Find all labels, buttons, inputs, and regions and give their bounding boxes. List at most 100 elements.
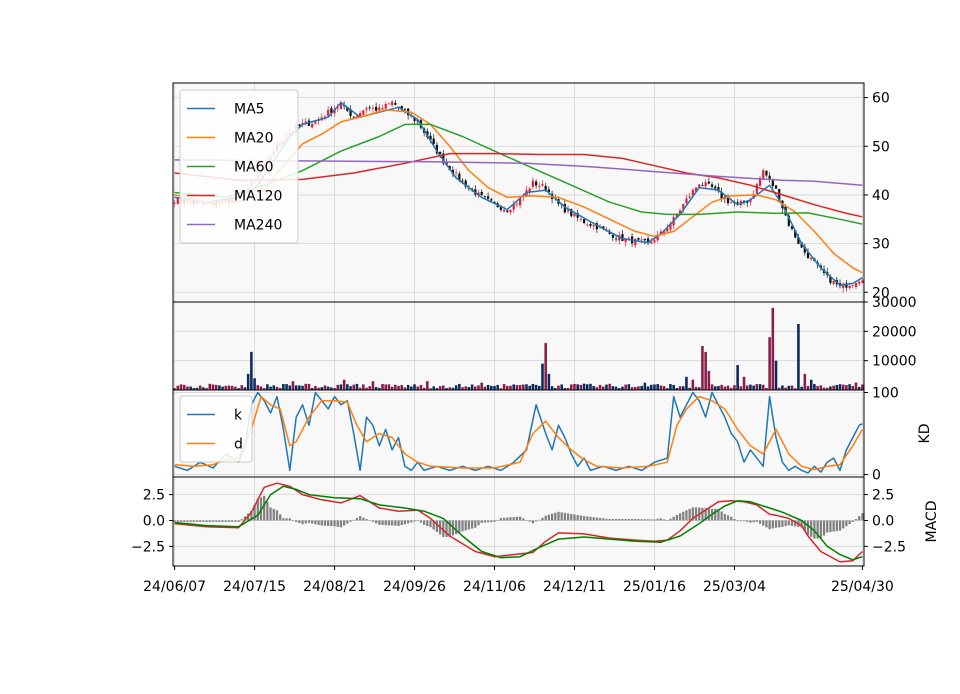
macd-histogram-bar <box>211 520 215 522</box>
volume-bar <box>534 384 538 390</box>
candle-body <box>726 197 730 204</box>
macd-histogram-bar <box>662 519 666 521</box>
volume-bar <box>736 365 739 390</box>
macd-histogram-bar <box>646 519 650 521</box>
candle-body <box>570 209 573 217</box>
kd-ytick-label-1: 100 <box>872 385 899 401</box>
volume-bar <box>394 384 397 390</box>
volume-bar <box>781 385 784 390</box>
volume-bar <box>614 386 618 390</box>
volume-bar <box>560 384 563 390</box>
volume-bar <box>742 376 746 390</box>
macd-histogram-bar <box>410 520 413 523</box>
volume-bar <box>400 385 404 390</box>
candle-body <box>640 239 643 241</box>
macd-histogram-bar <box>848 520 851 525</box>
price-legend-label-ma120: MA120 <box>234 189 282 205</box>
macd-histogram-bar <box>263 495 266 521</box>
candle-body <box>768 175 771 179</box>
macd-histogram-bar <box>480 520 483 523</box>
macd-histogram-bar <box>653 519 656 521</box>
macd-histogram-bar <box>432 520 435 530</box>
candle-body <box>502 209 506 212</box>
x-tick-label-6: 25/01/16 <box>623 579 686 595</box>
candle-body <box>359 112 362 117</box>
volume-bar <box>717 385 720 390</box>
macd-histogram-bar <box>394 520 397 526</box>
candle-body <box>541 184 544 186</box>
candle-body <box>518 198 522 206</box>
macd-histogram-bar <box>688 508 691 521</box>
volume-bar <box>285 384 288 390</box>
volume-bar <box>726 385 730 390</box>
macd-histogram-bar <box>742 520 746 522</box>
volume-bar <box>342 379 346 390</box>
macd-histogram-bar <box>803 520 806 532</box>
candle-body <box>829 276 832 283</box>
macd-histogram-bar <box>758 520 762 524</box>
candle-body <box>442 153 445 164</box>
macd-histogram-bar <box>282 518 285 521</box>
macd-histogram-bar <box>755 520 758 522</box>
volume-bar <box>550 386 554 390</box>
volume-bar <box>531 383 535 390</box>
volume-bar <box>454 385 458 390</box>
macd-histogram-bar <box>359 516 362 521</box>
candle-body <box>701 185 704 186</box>
macd-histogram-bar <box>375 520 378 524</box>
candle-body <box>480 191 483 196</box>
volume-bar <box>646 386 650 390</box>
volume-bar <box>250 351 253 390</box>
kd-legend-label-d: d <box>234 437 243 453</box>
volume-bar <box>774 360 778 390</box>
volume-bar <box>256 385 260 390</box>
macd-histogram-bar <box>234 520 237 522</box>
macd-histogram-bar <box>215 520 218 522</box>
macd-histogram-bar <box>717 508 720 521</box>
macd-histogram-bar <box>746 520 749 522</box>
macd-histogram-bar <box>685 510 688 521</box>
candle-body <box>323 116 327 118</box>
macd-histogram-bar <box>343 520 346 526</box>
candle-body <box>848 285 851 289</box>
macd-histogram-bar <box>237 520 240 522</box>
candle-body <box>758 177 762 186</box>
x-tick-label-0: 24/06/07 <box>143 579 206 595</box>
macd-histogram-bar <box>733 519 736 521</box>
macd-histogram-bar <box>531 520 535 524</box>
candle-body <box>605 230 608 232</box>
volume-bar <box>637 386 640 390</box>
kd-ytick-label-0: 0 <box>872 468 881 484</box>
volume-bar <box>368 386 372 390</box>
candle-body <box>381 108 384 110</box>
macd-histogram-bar <box>515 516 519 521</box>
volume-bar <box>282 384 285 390</box>
volume-bar <box>218 385 221 390</box>
volume-bar <box>841 384 845 390</box>
candle-body <box>771 180 774 187</box>
volume-bar <box>205 388 208 390</box>
macd-histogram-bar <box>582 516 586 521</box>
macd-histogram-bar <box>675 515 678 521</box>
macd-histogram-bar <box>784 520 787 527</box>
macd-histogram-bar <box>208 520 211 522</box>
volume-bar <box>426 381 429 390</box>
macd-histogram-bar <box>493 520 496 522</box>
volume-bar <box>838 384 842 390</box>
volume-bar <box>202 387 205 390</box>
macd-histogram-bar <box>464 520 467 531</box>
candle-body <box>611 234 614 238</box>
ma-line-ma60 <box>174 123 863 225</box>
ma-line-ma120 <box>174 152 863 218</box>
volume-bar <box>278 387 282 390</box>
candle-body <box>582 219 586 224</box>
candle-body <box>592 224 595 227</box>
candle-body <box>736 202 739 204</box>
macd-histogram-bar <box>650 519 653 521</box>
macd-line-signal <box>174 485 863 561</box>
candle-body <box>400 105 403 109</box>
candle-body <box>566 209 570 212</box>
macd-histogram-bar <box>349 520 352 522</box>
macd-histogram-bar <box>448 520 451 537</box>
macd-histogram-bar <box>832 520 835 532</box>
